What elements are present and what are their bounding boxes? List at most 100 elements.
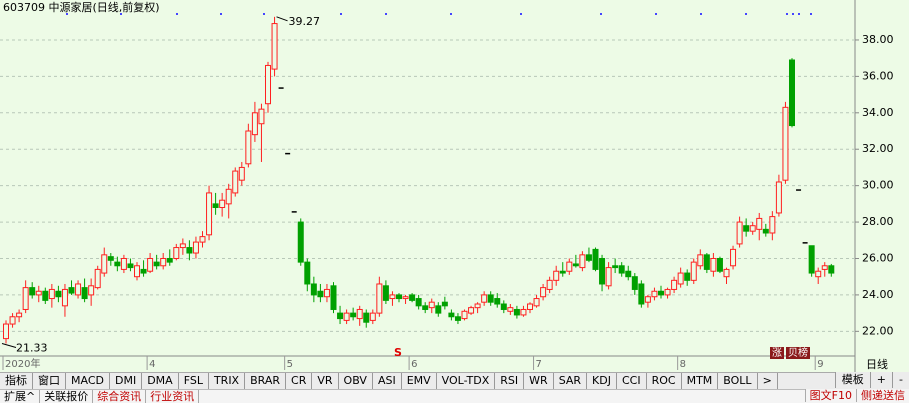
x-tick-label: 7 [536, 359, 542, 370]
candle-body [101, 254, 108, 274]
top-dots [66, 13, 812, 15]
candle-body [808, 245, 815, 274]
candle-body [664, 288, 671, 296]
candle-body [796, 189, 802, 191]
candle-body [186, 247, 193, 254]
candle-body [94, 268, 101, 289]
indicator-tabs: 指标 窗口 MACD DMI DMA FSL TRIX BRAR CR VR OBV ASI EMV VO… [0, 372, 909, 389]
y-tick-label: 30.00 [862, 179, 894, 192]
candle-body [618, 265, 625, 274]
tab[interactable]: BRAR [245, 373, 287, 389]
tab[interactable]: EMV [402, 373, 437, 389]
y-tick-label: 32.00 [862, 142, 894, 155]
tab[interactable]: 窗口 [33, 373, 66, 389]
tab[interactable]: 行业资讯 [146, 390, 200, 403]
candle-body [55, 290, 62, 298]
candle-body [382, 285, 389, 301]
candle-body [42, 290, 49, 301]
tab[interactable]: TRIX [209, 373, 246, 389]
candle-body [22, 287, 29, 310]
tab[interactable]: DMI [110, 373, 143, 389]
tab[interactable]: 模板 [834, 372, 870, 388]
candle-body [48, 288, 55, 300]
candle-body [127, 263, 134, 269]
candle-body [402, 296, 409, 300]
candle-body [789, 59, 795, 127]
candle-body [546, 279, 553, 290]
axis-bg [855, 0, 909, 372]
candle-body [631, 276, 638, 290]
tab[interactable]: 指标 [0, 373, 33, 389]
tab[interactable]: ROC [647, 373, 682, 389]
candle-body [265, 64, 271, 105]
x-tick-label: 6 [411, 359, 417, 370]
bottom-tabs: 扩展^ 关联报价 综合资讯 行业资讯 [0, 389, 909, 403]
candle-body [120, 257, 127, 270]
tab[interactable]: CR [286, 373, 313, 389]
candle-body [553, 270, 560, 281]
tab[interactable]: 图文F10 [804, 389, 856, 402]
candle-body [396, 294, 402, 300]
candle-body [356, 308, 363, 320]
tab[interactable]: SAR [554, 373, 588, 389]
candle-body [625, 270, 632, 278]
tab[interactable]: WR [524, 373, 554, 389]
low-label: 21.33 [16, 342, 48, 355]
candle-body [271, 23, 278, 70]
candle-body [559, 270, 566, 274]
candle-body [251, 112, 258, 136]
candle-body [389, 294, 396, 300]
tab[interactable]: RSI [495, 373, 525, 389]
candle-body [507, 307, 514, 312]
tab[interactable]: ASI [373, 373, 402, 389]
candle-body [638, 283, 645, 305]
candle-body [730, 248, 737, 267]
candle-body [225, 188, 232, 205]
candle-body [245, 130, 252, 165]
tab[interactable]: KDJ [587, 373, 617, 389]
tab[interactable]: OBV [339, 373, 373, 389]
candle-body [756, 217, 763, 230]
candle-body [192, 241, 199, 254]
tab[interactable]: FSL [179, 373, 209, 389]
high-arrow [276, 16, 288, 22]
candle-body [160, 257, 167, 267]
tab[interactable]: 扩展^ [0, 390, 41, 403]
candle-body [585, 254, 592, 261]
candle-body [454, 316, 461, 321]
candle-body [88, 285, 95, 296]
x-tick-label: 9 [817, 359, 823, 370]
candle-body [494, 298, 501, 305]
tab[interactable]: - [892, 372, 909, 388]
tab[interactable]: VR [312, 373, 339, 389]
tab[interactable]: MTM [682, 373, 719, 389]
candle-body [350, 312, 357, 318]
candle-body [75, 283, 82, 296]
candle-body [736, 221, 743, 245]
candle-body [206, 192, 213, 236]
tab[interactable]: VOL-TDX [437, 373, 496, 389]
tab[interactable]: MACD [66, 373, 110, 389]
period: 日线 [866, 357, 888, 371]
candle-body [61, 288, 68, 307]
candle-body [81, 287, 88, 300]
candle-body [166, 257, 173, 263]
candle-body [16, 312, 23, 318]
tab[interactable]: DMA [142, 373, 179, 389]
tab-tools: 模板 + - [834, 372, 909, 388]
candle-body [782, 106, 789, 181]
candle-body [828, 265, 835, 274]
tab[interactable]: 关联报价 [40, 390, 94, 403]
candle-body [9, 316, 16, 325]
tab[interactable]: > [758, 373, 778, 389]
tab[interactable]: CCI [617, 373, 647, 389]
signal: S [394, 346, 402, 359]
tab[interactable]: BOLL [718, 373, 758, 389]
tab[interactable]: + [869, 372, 892, 388]
candle-body [821, 265, 828, 270]
x-tick-label: 5 [287, 359, 293, 370]
tab[interactable]: 综合资讯 [93, 390, 147, 403]
tab[interactable]: 侧递送信 [856, 389, 909, 402]
y-tick-label: 26.00 [862, 251, 894, 264]
x-tick-label: 4 [149, 359, 155, 370]
